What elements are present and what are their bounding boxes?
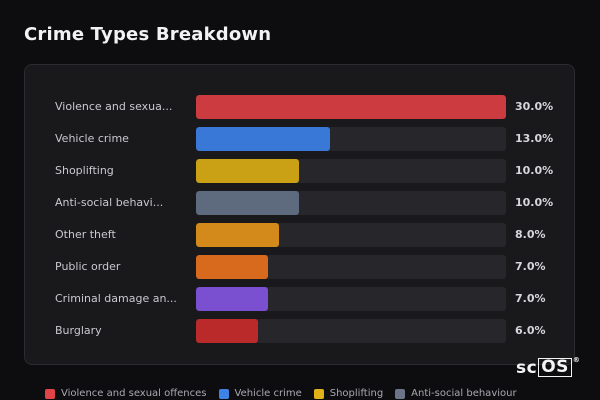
category-label: Other theft [55,228,116,241]
bar-row: Other theft 8.0% [25,223,574,247]
bar [196,95,506,119]
legend-item: Shoplifting [313,388,384,399]
bar-track [196,127,506,151]
bar-row: Public order 7.0% [25,255,574,279]
chart-legend: Violence and sexual offences Vehicle crim… [45,387,529,400]
bar [196,127,331,151]
bar-row: Burglary 6.0% [25,319,574,343]
bar [196,287,269,311]
bar [196,223,279,247]
legend-swatch [395,388,406,399]
legend-item: Anti-social behaviour [395,388,517,399]
legend-item: Vehicle crime [218,388,302,399]
value-label: 30.0% [515,100,554,113]
bar-row: Anti-social behavi... 10.0% [25,191,574,215]
scos-logo: sc OS ® [516,356,581,378]
value-label: 7.0% [515,292,546,305]
category-label: Vehicle crime [55,132,129,145]
category-label: Anti-social behavi... [55,196,164,209]
value-label: 13.0% [515,132,554,145]
bar-row: Vehicle crime 13.0% [25,127,574,151]
chart-title: Crime Types Breakdown [24,24,272,45]
legend-swatch [218,388,229,399]
value-label: 10.0% [515,164,554,177]
bar [196,191,300,215]
bar [196,319,258,343]
logo-registered-mark: ® [572,356,581,364]
legend-label: Shoplifting [329,388,384,399]
bar [196,159,300,183]
bar-track [196,319,506,343]
bar-track [196,223,506,247]
legend-label: Vehicle crime [234,388,302,399]
chart-panel: Violence and sexua... 30.0% Vehicle crime 1… [24,64,575,365]
legend-swatch [45,388,55,399]
value-label: 10.0% [515,196,554,209]
value-label: 7.0% [515,260,546,273]
category-label: Burglary [55,324,102,337]
logo-boxed-text: OS [538,358,572,377]
category-label: Criminal damage an... [55,292,177,305]
legend-item: Violence and sexual offences [45,388,207,399]
bar-track [196,255,506,279]
bar-track [196,287,506,311]
legend-label: Anti-social behaviour [411,388,517,399]
bar-track [196,95,506,119]
category-label: Public order [55,260,121,273]
bar [196,255,269,279]
category-label: Violence and sexua... [55,100,173,113]
bar-row: Criminal damage an... 7.0% [25,287,574,311]
value-label: 8.0% [515,228,546,241]
category-label: Shoplifting [55,164,114,177]
bar-track [196,159,506,183]
value-label: 6.0% [515,324,546,337]
bar-row: Shoplifting 10.0% [25,159,574,183]
logo-prefix: sc [516,358,538,378]
bar-track [196,191,506,215]
legend-swatch [313,388,324,399]
bar-row: Violence and sexua... 30.0% [25,95,574,119]
legend-label: Violence and sexual offences [61,388,207,399]
